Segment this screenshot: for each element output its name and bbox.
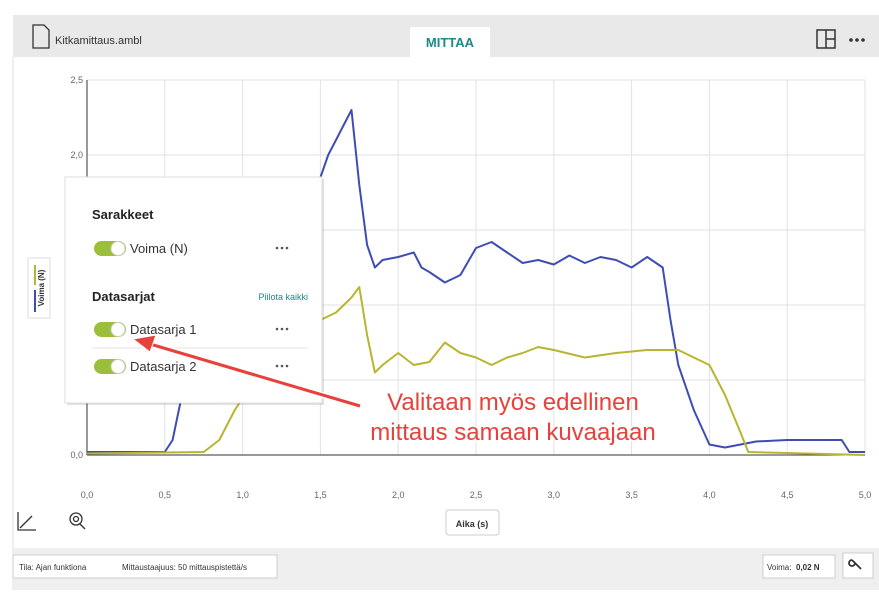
columns-title: Sarakkeet [92, 207, 154, 222]
annotation-line: Valitaan myös edellinen [387, 389, 639, 416]
annotation-line: mittaus samaan kuvaajaan [370, 419, 656, 446]
x-axis-button[interactable] [445, 509, 500, 536]
x-tick-label: 3,0 [548, 490, 561, 500]
layout-button[interactable] [816, 29, 836, 49]
reading-value: 0,02 N [796, 563, 820, 572]
menu-button[interactable] [849, 38, 865, 42]
x-tick-label: 1,5 [314, 490, 327, 500]
tab-label[interactable]: MITTAA [426, 35, 475, 50]
column-name: Voima (N) [130, 241, 188, 256]
reading-box [762, 554, 836, 579]
status-box [12, 554, 278, 579]
y-axis-label-box: Voima (N) [27, 257, 51, 319]
y-tick-label: 2,0 [70, 150, 83, 160]
x-tick-label: 2,0 [392, 490, 405, 500]
tab[interactable] [410, 27, 490, 57]
x-tick-label: 0,5 [159, 490, 172, 500]
y-tick-label: 2,5 [70, 75, 83, 85]
x-tick-label: 1,0 [236, 490, 249, 500]
series-title: Datasarjat [92, 289, 156, 304]
toggle[interactable] [94, 359, 126, 374]
x-tick-label: 4,5 [781, 490, 794, 500]
hide-all[interactable]: Piilota kaikki [258, 292, 308, 302]
x-tick-label: 5,0 [859, 490, 872, 500]
series-menu[interactable] [275, 327, 289, 331]
y-tick-label: 0,0 [70, 450, 83, 460]
x-tick-label: 3,5 [625, 490, 638, 500]
settings-panel: Sarakkeet Voima (N) Datasarjat Piilota k… [64, 176, 324, 405]
zoom-tool[interactable] [69, 512, 86, 530]
reading-label: Voima: [767, 563, 791, 572]
series-name: Datasarja 1 [130, 322, 196, 337]
filename: Kitkamittaus.ambl [55, 35, 142, 47]
toggle[interactable] [94, 241, 126, 256]
annotation-arrow [131, 334, 361, 409]
series-menu[interactable] [275, 364, 289, 368]
x-axis-label[interactable]: Aika (s) [456, 519, 489, 529]
file-icon [32, 24, 50, 49]
toggle[interactable] [94, 322, 126, 337]
y-axis-label: Voima (N) [37, 269, 46, 306]
x-tick-label: 2,5 [470, 490, 483, 500]
x-tick-label: 4,0 [703, 490, 716, 500]
axis-tool[interactable] [17, 512, 36, 531]
status-rate: Mittaustaajuus: 50 mittauspistettä/s [122, 563, 247, 572]
wrench-icon [848, 559, 862, 570]
column-menu[interactable] [275, 246, 289, 250]
series-name: Datasarja 2 [130, 359, 196, 374]
status-mode: Tila: Ajan funktiona [19, 563, 87, 572]
x-tick-label: 0,0 [81, 490, 94, 500]
